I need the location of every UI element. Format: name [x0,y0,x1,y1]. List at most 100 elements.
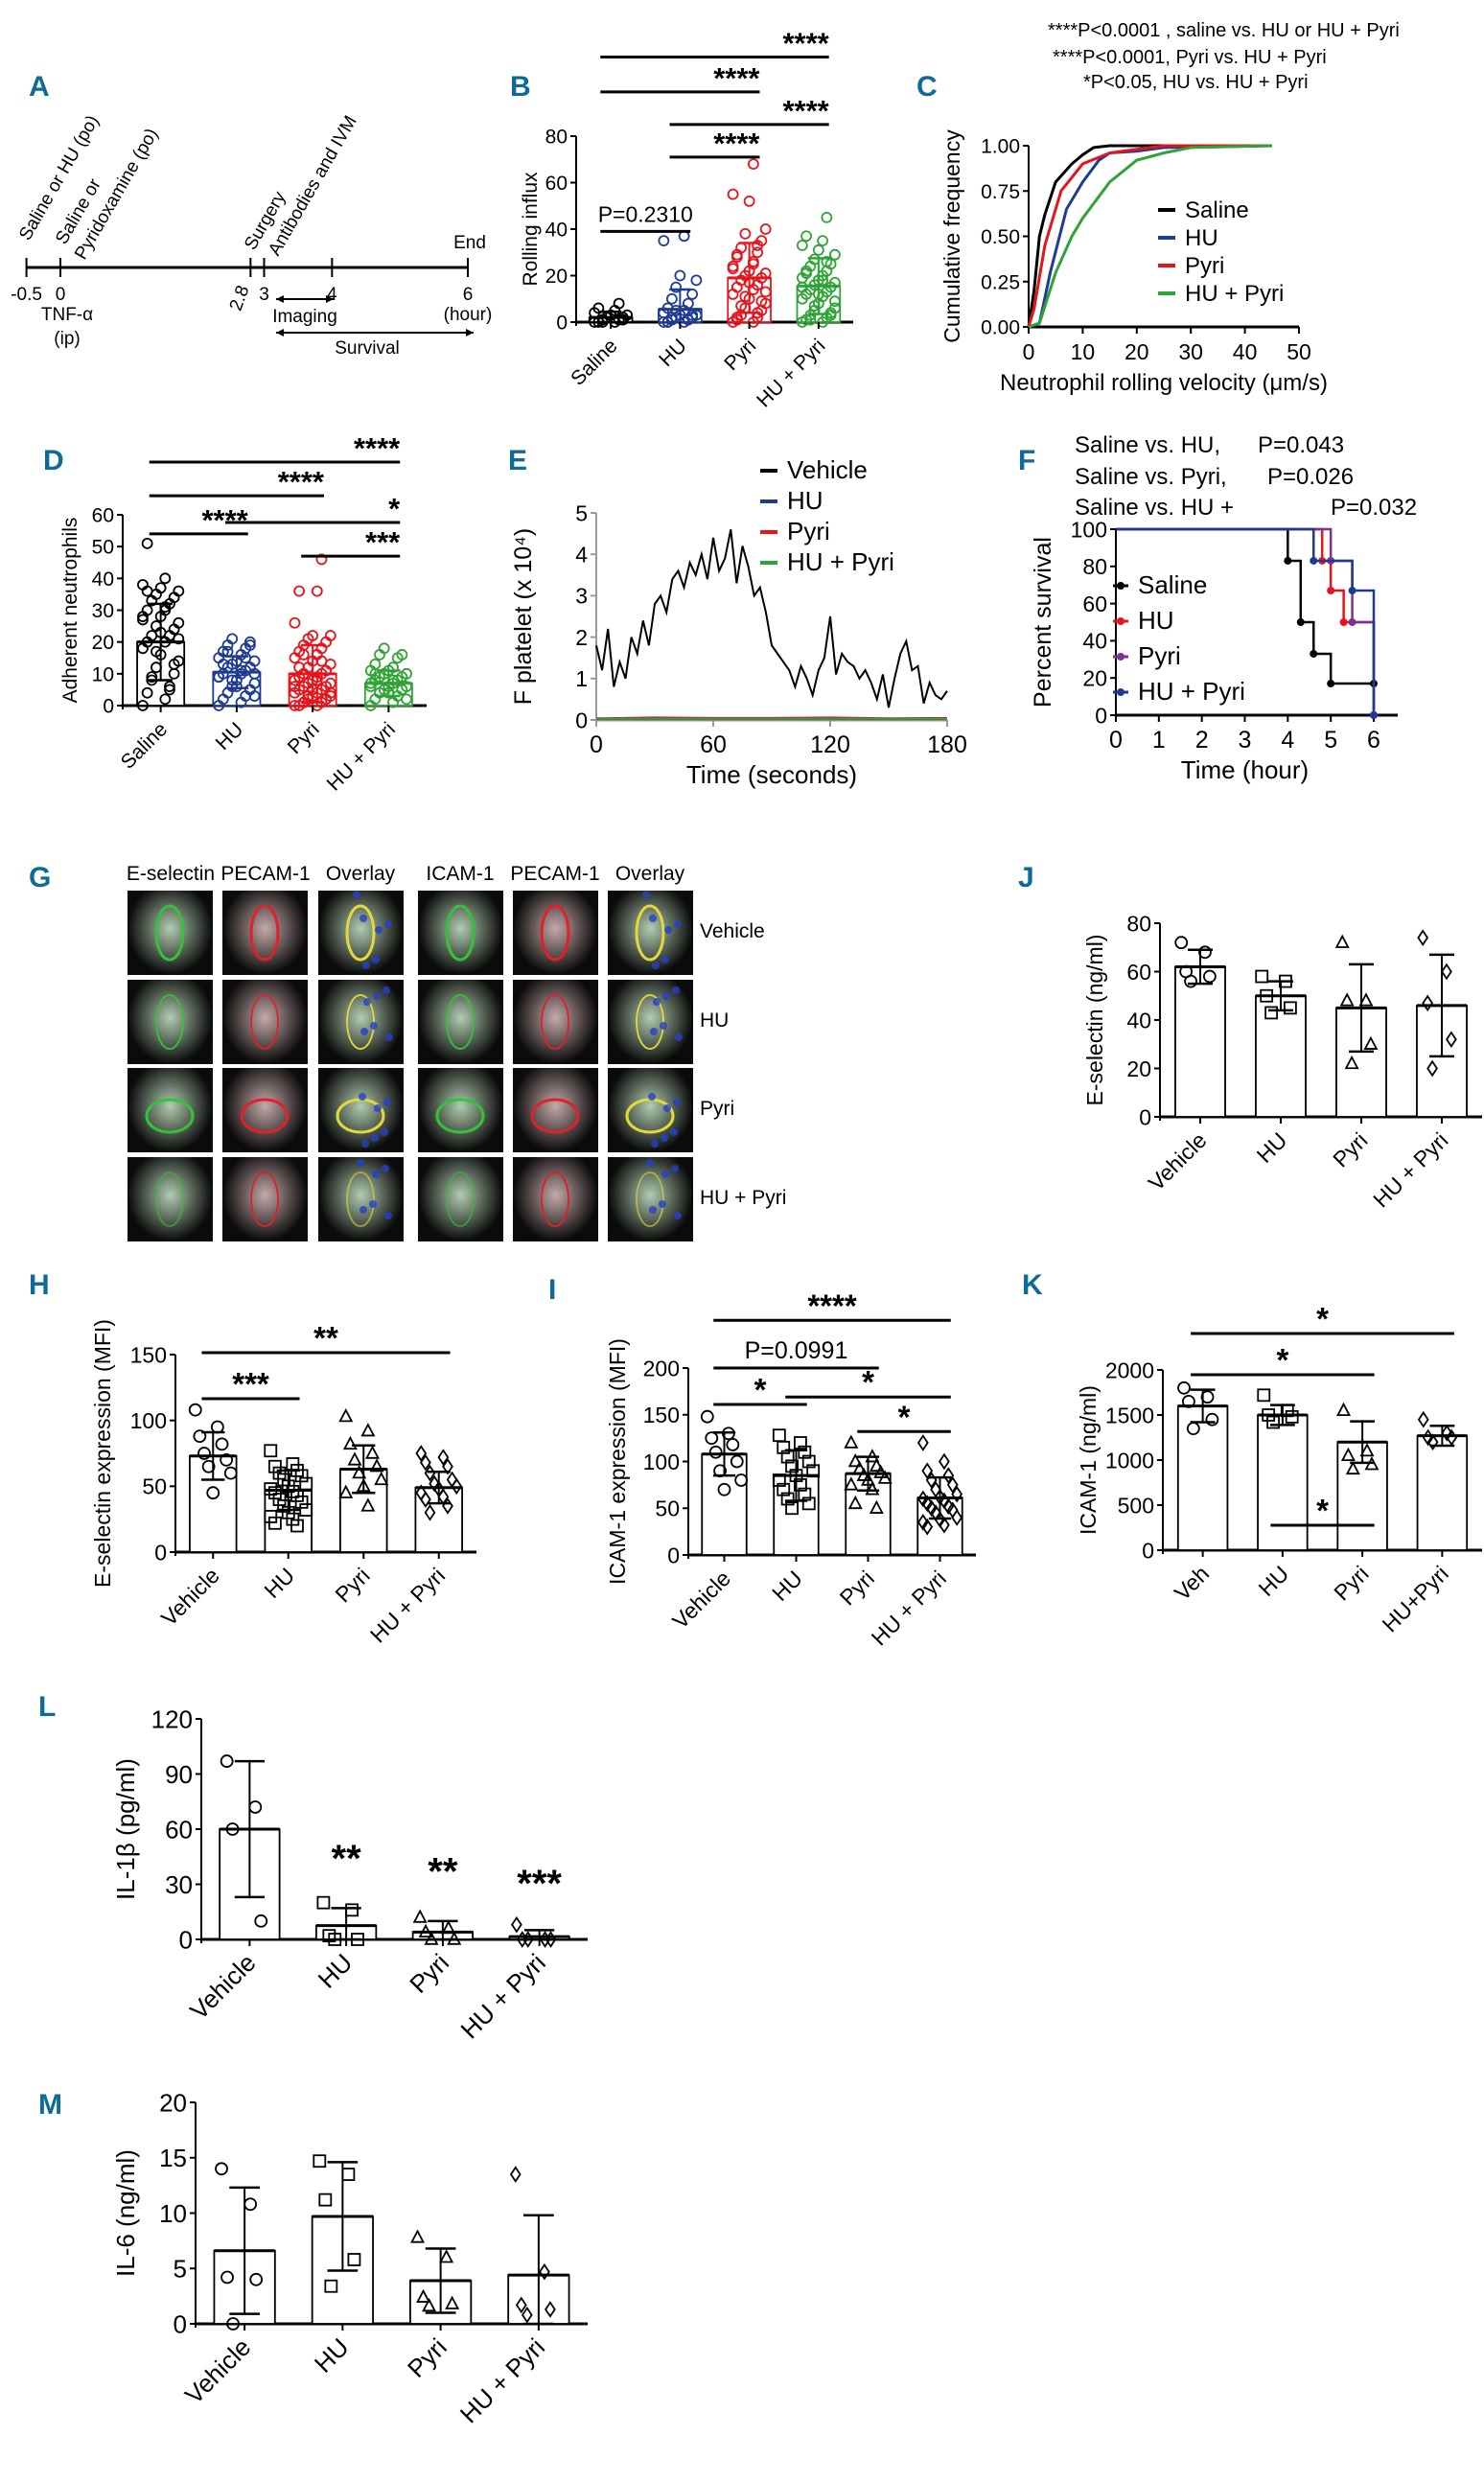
data-point-diamond [939,1452,950,1471]
panel-label-h: H [29,1269,50,1301]
survival-p-value: P=0.026 [1267,464,1354,490]
micrograph-e-selectin-hu-pyri [128,1157,213,1241]
event-label: Antibodies and IVM [265,112,361,259]
data-point-diamond [921,1462,934,1480]
vessel-outline [240,1098,290,1134]
data-point-circle [248,690,261,702]
nucleus-dapi [372,956,380,963]
data-point-triangle [1344,1055,1359,1070]
x-tick-label: 1 [1152,727,1166,754]
vessel-outline [336,1093,391,1148]
data-point-diamond [511,1915,522,1934]
timeline-tick-label: 0 [56,285,66,305]
x-tick-label: Vehicle [184,1948,261,2025]
data-point-square [294,1495,309,1509]
data-point-circle [248,667,261,680]
vessel-ring [635,904,665,962]
vessel-ring [250,1171,279,1227]
data-point-square [299,1476,313,1491]
data-point-square [777,1482,791,1496]
x-tick-label: HU + Pyri [454,1948,550,2044]
y-tick-label: 2 [575,625,588,650]
data-point-circle [1200,1390,1215,1404]
row-label-vehicle: Vehicle [700,920,765,942]
x-tick-label: HU [212,718,248,754]
y-tick-label: 20 [1126,1056,1151,1081]
y-tick-label: 3 [575,584,588,609]
data-point-square [1262,1408,1276,1422]
data-point-square [1257,1388,1271,1403]
data-point-circle [752,240,764,251]
micrograph-icam-1-hu [418,980,503,1064]
nucleus-dapi [360,1028,368,1035]
data-point-diamond [942,1467,955,1484]
x-tick-label: HU [1252,1127,1292,1168]
data-point-circle [755,295,768,308]
data-point-diamond [1422,1428,1434,1447]
micrograph-overlay-hu [608,980,693,1064]
data-point-circle [1182,1395,1195,1408]
y-axis-label: E-selectin expression (MFI) [90,1319,115,1588]
panel-label-b: B [510,71,531,103]
data-point-triangle [410,2229,426,2243]
data-point-circle [311,674,323,686]
data-point-square [328,1933,342,1946]
data-point-circle [821,211,833,223]
nucleus-dapi [384,1212,392,1219]
data-point-circle [616,313,629,326]
nucleus-dapi [652,962,660,969]
y-tick-label: 60 [1126,960,1151,985]
data-point-circle [600,312,613,324]
y-tick-label: 5 [575,500,588,525]
data-point-square [777,1440,791,1454]
data-point-triangle [441,1919,456,1935]
nucleus-dapi [670,1128,678,1136]
data-point-circle [690,274,703,287]
x-tick-label: HU [313,1948,359,1994]
x-tick-label: Vehicle [156,1563,224,1631]
data-point-circle [727,263,739,275]
chart-d: 0 10 20 30 40 50 60 Adherent neutrophils Saline H… [59,431,427,795]
nucleus-dapi [671,1165,679,1172]
y-tick-label: 100 [1071,517,1107,542]
y-axis-label: E-selectin (ng/ml) [1082,935,1107,1106]
data-point-diamond [925,1472,938,1489]
vessel-ring [541,994,569,1050]
bar-vehicle [1174,965,1226,1118]
significance-note: ****P<0.0001 , saline vs. HU or HU + Pyr… [1048,20,1400,41]
x-tick-label: 5 [1324,727,1337,754]
data-point-square [798,1487,812,1501]
nucleus-dapi [648,1093,656,1101]
significance-label: **** [278,465,325,499]
data-point-circle [324,630,336,641]
censor-mark [1327,587,1335,595]
x-tick-label: Pyri [402,2332,452,2383]
x-tick-label: 0 [1109,727,1123,754]
data-point-circle [297,649,310,661]
y-tick-label: 0 [667,1543,680,1567]
data-point-triangle [342,1435,358,1450]
data-point-circle [717,1482,731,1496]
micrograph-overlay-hu [318,980,404,1064]
y-tick-label: 40 [92,568,114,591]
series-line-vehicle [595,529,948,708]
data-point-square [801,1496,816,1511]
data-point-circle [141,585,153,597]
x-tick-label: Vehicle [179,2332,256,2409]
data-point-triangle [1359,1443,1375,1457]
data-point-circle [812,244,824,256]
data-point-circle [151,645,162,658]
data-point-circle [752,246,764,259]
data-point-diamond [921,1518,934,1536]
data-point-circle [401,681,412,692]
data-point-circle [213,671,225,684]
y-tick-label: 0 [575,707,588,732]
data-point-triangle [422,2297,437,2312]
y-tick-label: 10 [92,663,114,685]
bar-hu [1255,994,1307,1118]
nucleus-dapi [359,1093,366,1101]
x-tick-label: Pyri [1329,1561,1373,1605]
x-tick-label: HU [767,1566,807,1606]
tnf-label: TNF-α [41,305,93,325]
